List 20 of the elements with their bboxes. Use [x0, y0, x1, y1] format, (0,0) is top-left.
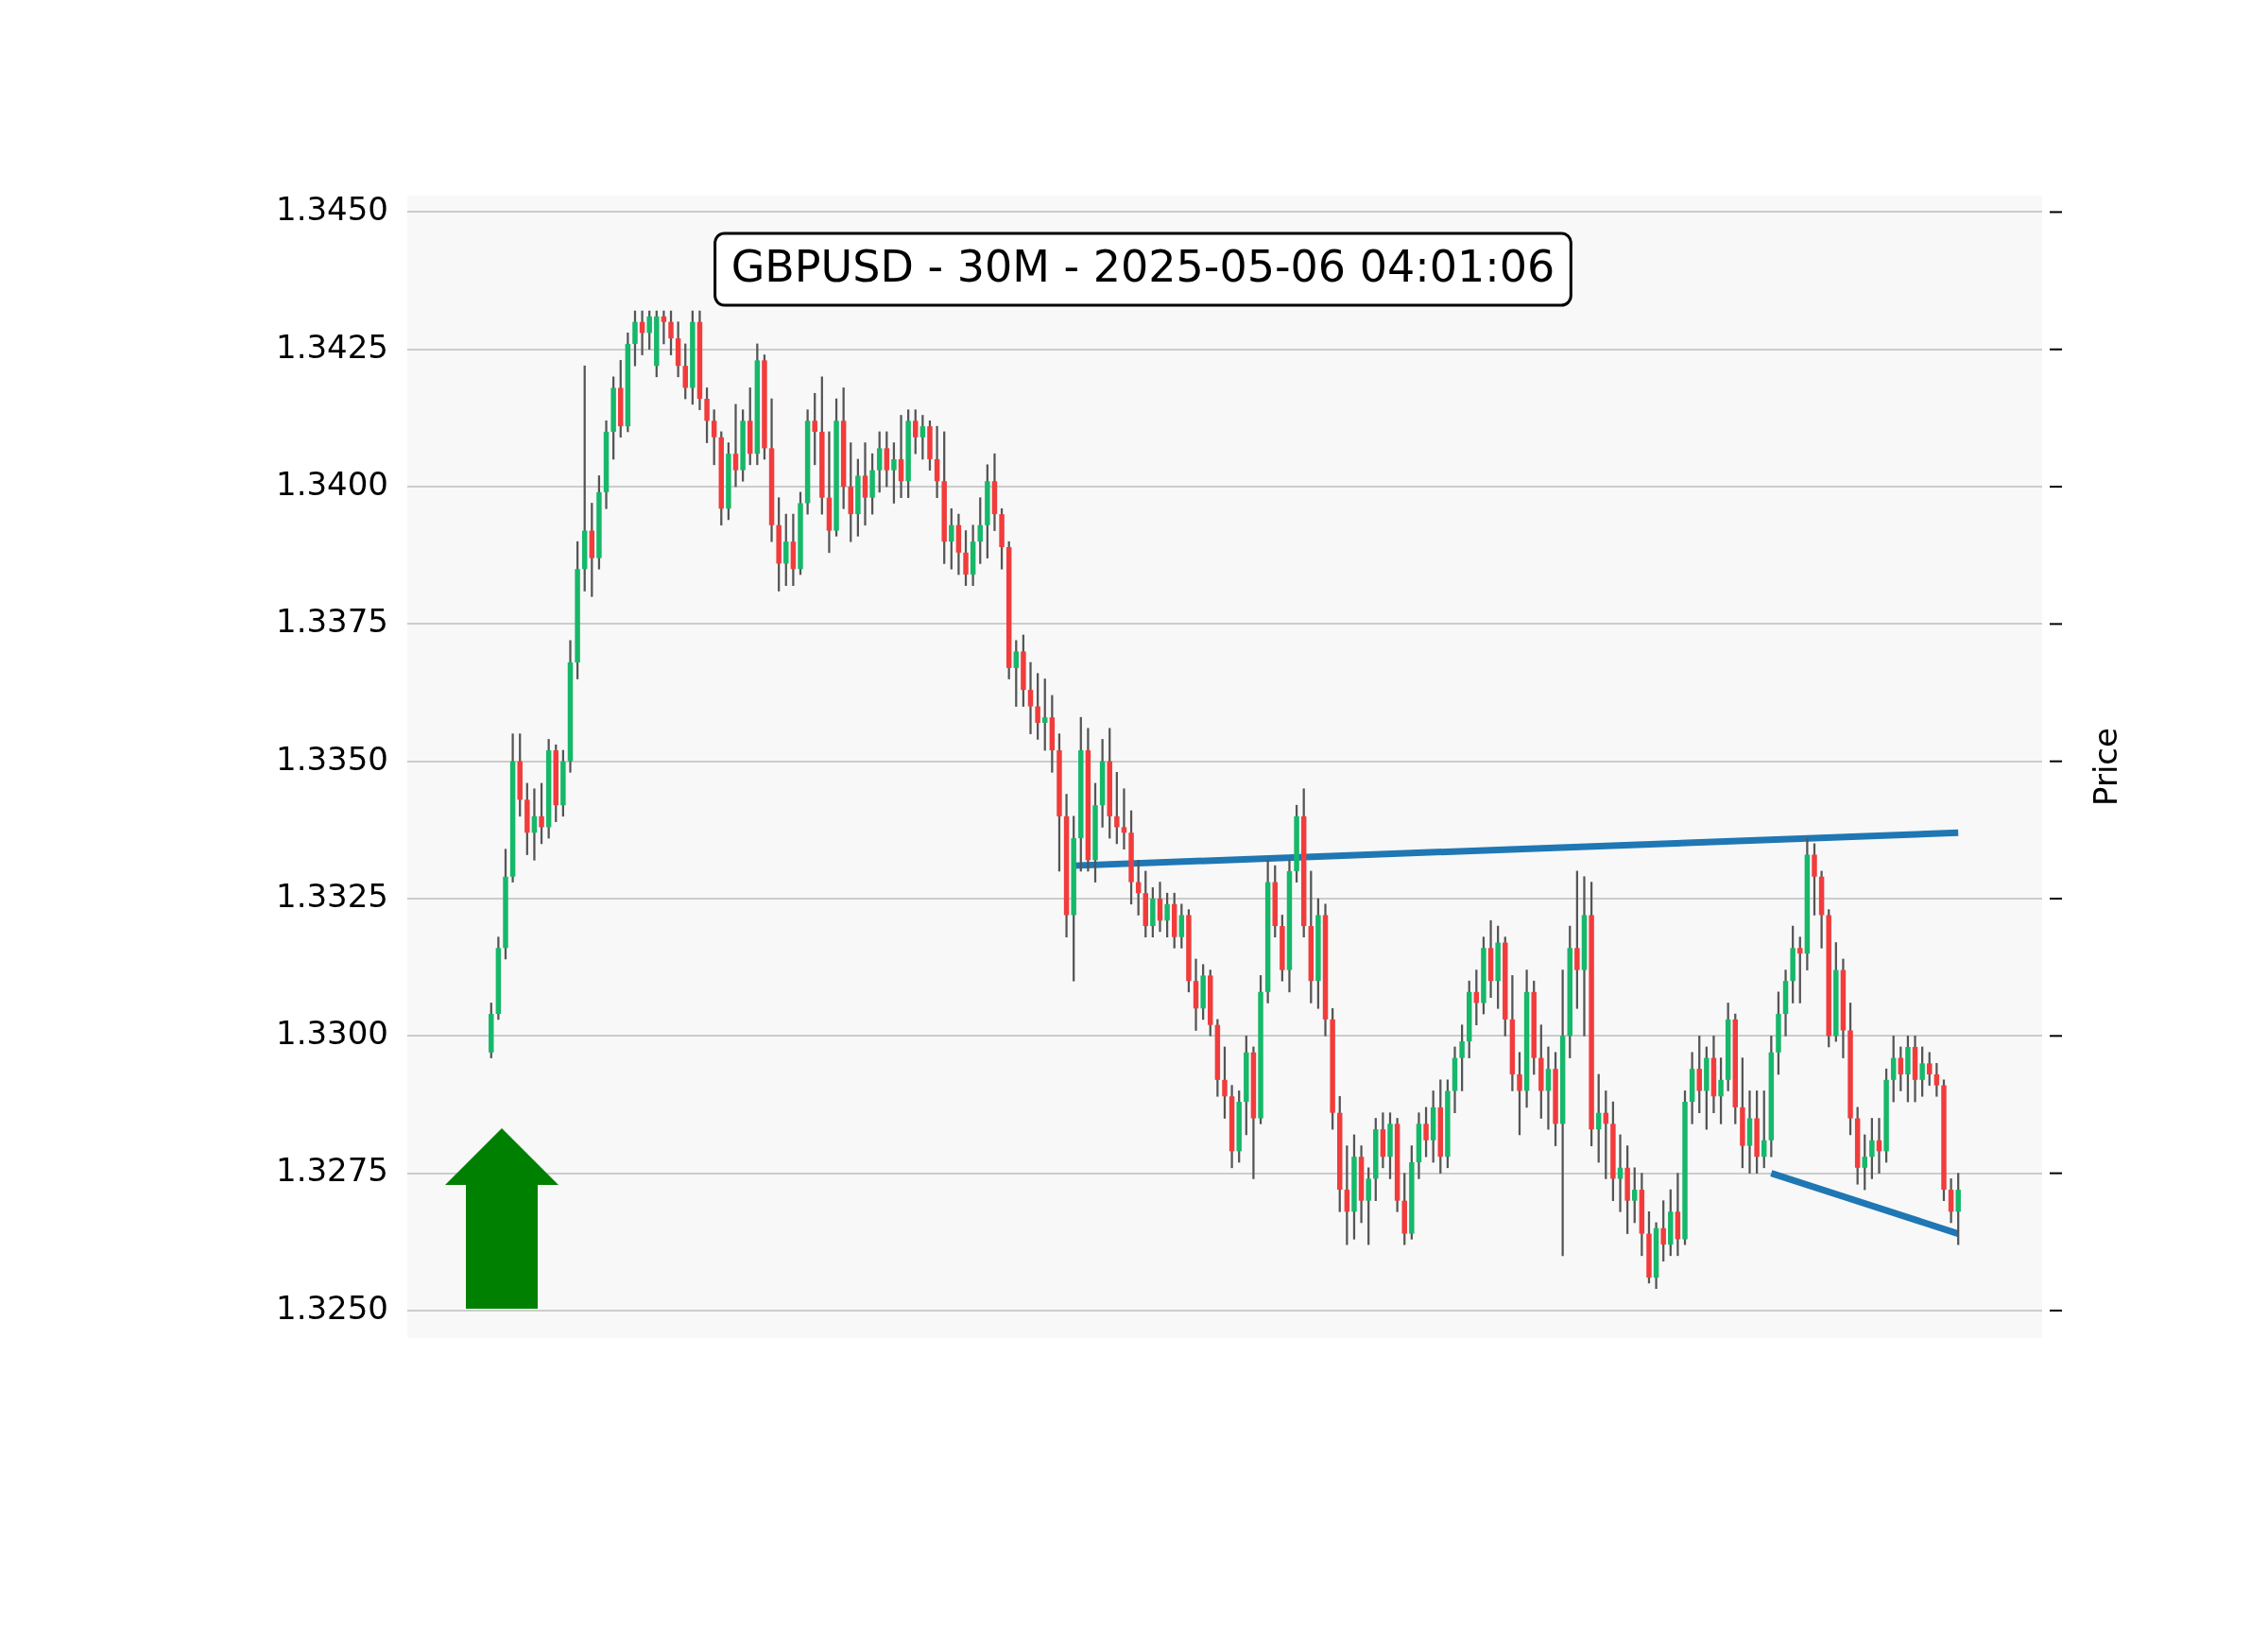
- y-tick-label: 1.3450: [276, 190, 388, 229]
- candlestick: [934, 425, 940, 499]
- candlestick: [1545, 1046, 1552, 1130]
- candlestick: [862, 442, 868, 526]
- candlestick: [826, 431, 833, 554]
- text: GBPUSD - 30M - 2025-05-06 04:01:06: [730, 240, 1555, 292]
- candlestick: [661, 310, 667, 345]
- y-tick-label: 1.3275: [276, 1151, 388, 1190]
- y-axis-title: Price: [2086, 728, 2124, 806]
- y-tick-label: 1.3425: [276, 327, 388, 366]
- candlestick: [732, 403, 739, 488]
- candlestick: [1027, 661, 1034, 734]
- y-tick-label: 1.3250: [276, 1288, 388, 1327]
- y-tick-label: 1.3300: [276, 1014, 388, 1053]
- candlestick: [1121, 788, 1127, 850]
- y-tick-label: 1.3375: [276, 602, 388, 641]
- y-tick-label: 1.3350: [276, 739, 388, 778]
- y-tick-label: 1.3325: [276, 876, 388, 915]
- candlestick: [898, 415, 904, 499]
- y-tick-label: 1.3400: [276, 464, 388, 503]
